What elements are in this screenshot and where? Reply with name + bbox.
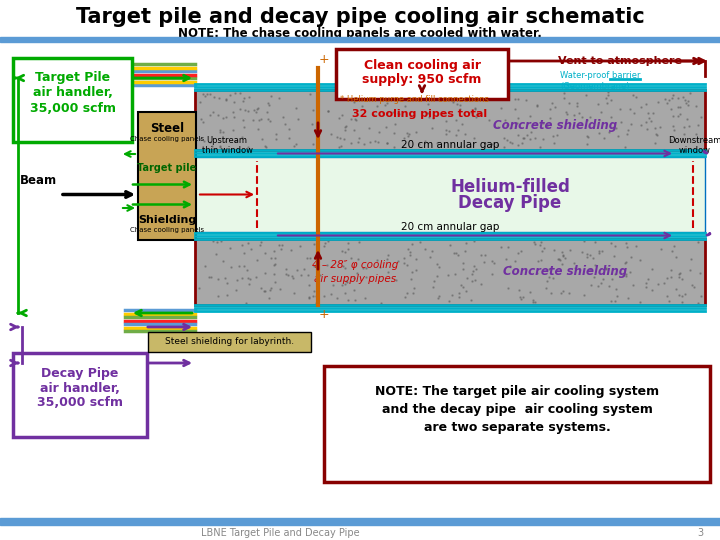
Text: Concrete shielding: Concrete shielding xyxy=(503,266,627,279)
Bar xyxy=(0,37,720,42)
Text: 32 cooling pipes total: 32 cooling pipes total xyxy=(352,109,487,119)
Text: Upstream
thin window: Upstream thin window xyxy=(202,136,253,155)
Text: Water-proof barrier: Water-proof barrier xyxy=(560,71,641,79)
Text: Decay Pipe: Decay Pipe xyxy=(41,367,119,380)
Bar xyxy=(195,239,705,305)
Text: air supply pipes: air supply pipes xyxy=(314,274,396,284)
Text: Decay Pipe: Decay Pipe xyxy=(459,193,562,212)
Text: are two separate systems.: are two separate systems. xyxy=(423,422,611,435)
Text: Chase cooling panels: Chase cooling panels xyxy=(130,136,204,142)
Text: Beam: Beam xyxy=(19,174,57,187)
Text: 4 – 28″ φ cooling: 4 – 28″ φ cooling xyxy=(312,260,398,270)
Text: (Geomembrane): (Geomembrane) xyxy=(560,83,629,91)
Bar xyxy=(195,90,705,150)
Text: Target pile and decay pipe cooling air schematic: Target pile and decay pipe cooling air s… xyxy=(76,7,644,27)
Text: air handler,: air handler, xyxy=(40,381,120,395)
Text: Concrete shielding: Concrete shielding xyxy=(493,119,617,132)
FancyBboxPatch shape xyxy=(324,366,710,482)
Text: Helium-filled: Helium-filled xyxy=(450,178,570,195)
Text: +: + xyxy=(319,308,330,321)
Text: 20 cm annular gap: 20 cm annular gap xyxy=(401,140,499,151)
Bar xyxy=(0,518,720,525)
Text: 35,000 scfm: 35,000 scfm xyxy=(37,396,123,409)
Text: NOTE: The chase cooling panels are cooled with water.: NOTE: The chase cooling panels are coole… xyxy=(178,26,542,39)
Text: supply: 950 scfm: supply: 950 scfm xyxy=(362,72,482,85)
Text: +: + xyxy=(319,53,330,66)
Text: Clean cooling air: Clean cooling air xyxy=(364,58,480,71)
Text: Vent to atmosphere: Vent to atmosphere xyxy=(558,56,682,66)
Text: and the decay pipe  air cooling system: and the decay pipe air cooling system xyxy=(382,403,652,416)
Text: Chase cooling panels: Chase cooling panels xyxy=(130,227,204,233)
FancyBboxPatch shape xyxy=(336,49,508,99)
Text: 35,000 scfm: 35,000 scfm xyxy=(30,102,115,114)
Text: * Helium purge and fill connections: * Helium purge and fill connections xyxy=(340,96,489,105)
Text: Target pile: Target pile xyxy=(138,163,197,173)
Text: NOTE: The target pile air cooling system: NOTE: The target pile air cooling system xyxy=(375,386,659,399)
FancyBboxPatch shape xyxy=(13,353,147,437)
Text: 3: 3 xyxy=(697,528,703,538)
Text: Shielding: Shielding xyxy=(138,215,196,225)
Text: air handler,: air handler, xyxy=(32,86,112,99)
Bar xyxy=(148,332,311,352)
Text: Downstream
window: Downstream window xyxy=(668,136,720,155)
Bar xyxy=(195,157,705,232)
Bar xyxy=(138,112,196,240)
FancyBboxPatch shape xyxy=(13,58,132,142)
Text: Steel: Steel xyxy=(150,122,184,134)
FancyArrowPatch shape xyxy=(704,151,707,153)
Text: Target Pile: Target Pile xyxy=(35,71,110,84)
FancyArrowPatch shape xyxy=(707,233,710,235)
Text: Steel shielding for labyrinth.: Steel shielding for labyrinth. xyxy=(165,338,294,347)
Text: LBNE Target Pile and Decay Pipe: LBNE Target Pile and Decay Pipe xyxy=(201,528,359,538)
Text: 20 cm annular gap: 20 cm annular gap xyxy=(401,222,499,233)
